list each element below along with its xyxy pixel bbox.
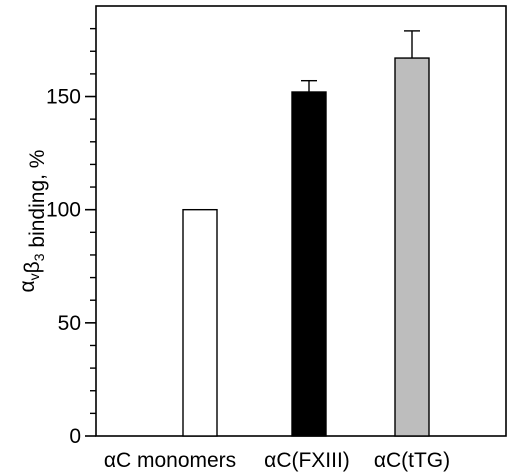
category-label-2: αC(FXIII) <box>264 449 350 472</box>
bar-2 <box>291 91 327 437</box>
y-tick-label: 100 <box>46 199 81 222</box>
category-labels: αC monomers αC(FXIII) αC(tTG) <box>104 449 450 472</box>
bar-3 <box>394 57 430 437</box>
error-bars <box>301 30 420 92</box>
y-ticks: 0 50 100 150 <box>46 27 96 448</box>
y-tick-label: 150 <box>46 86 81 109</box>
y-tick-label: 0 <box>69 425 81 448</box>
bar-1 <box>182 208 218 437</box>
category-label-3: αC(tTG) <box>374 449 450 472</box>
category-label-1: αC monomers <box>104 449 236 472</box>
y-axis-label-text: αvβ3 binding, % <box>16 150 49 293</box>
y-axis-label: αvβ3 binding, % <box>16 150 49 293</box>
bars <box>182 57 430 437</box>
y-tick-label: 50 <box>58 312 81 335</box>
